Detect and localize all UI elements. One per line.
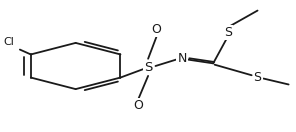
Text: O: O: [134, 99, 144, 112]
Text: N: N: [177, 52, 187, 65]
Text: S: S: [254, 71, 262, 84]
Text: S: S: [224, 26, 232, 39]
Text: O: O: [152, 23, 161, 36]
Text: S: S: [144, 61, 152, 74]
Text: Cl: Cl: [3, 37, 14, 47]
